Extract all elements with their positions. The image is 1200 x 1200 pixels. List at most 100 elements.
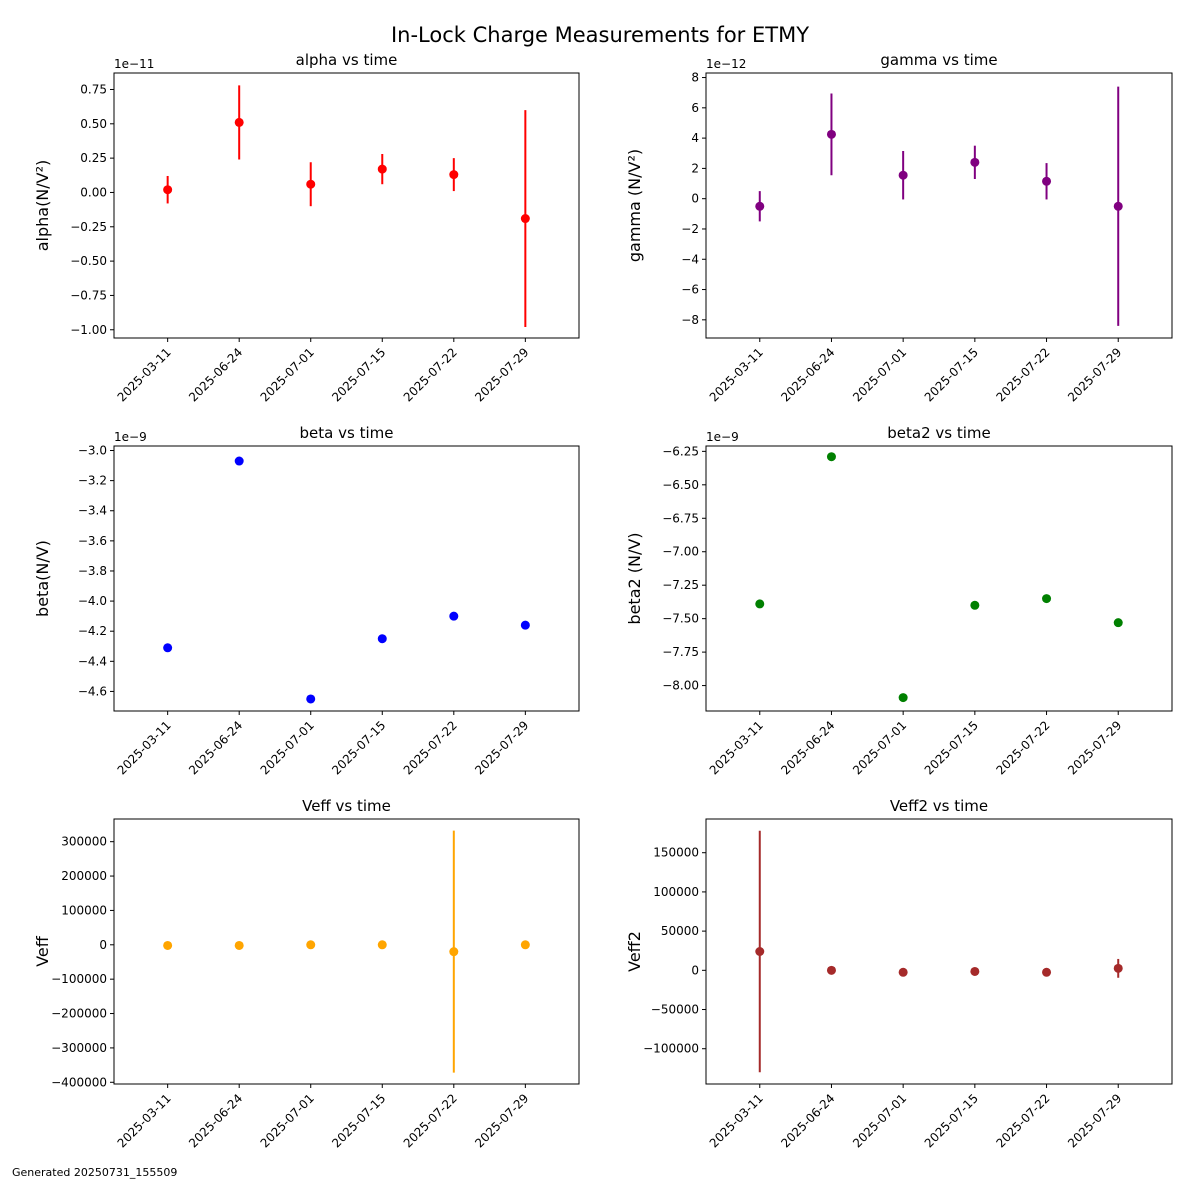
subplot-6: Veff2 vs time −100000 −50000 0 50000 100000 15…: [625, 797, 1173, 1150]
y-tick-label: −7.00: [662, 545, 699, 559]
data-point: [1113, 201, 1123, 211]
data-point: [1042, 176, 1052, 186]
data-point: [163, 643, 173, 653]
data-point: [826, 129, 836, 139]
subplot-3: beta vs time 1e−9 −4.6 −4.4 −4.2 −4.0 −3.8 −3.6…: [33, 424, 580, 777]
y-tick-label: −300000: [51, 1041, 107, 1055]
y-tick-label: 0.00: [80, 185, 107, 199]
x-tick-label: 2025-03-11: [707, 1091, 766, 1150]
axes-frame: [705, 445, 1173, 712]
x-tick-label: 2025-07-15: [922, 718, 981, 777]
data-point: [755, 947, 765, 956]
y-tick-label: −8: [681, 313, 699, 327]
subplot-title: alpha vs time: [296, 51, 398, 69]
y-tick-label: −200000: [51, 1007, 107, 1021]
subplot-title: beta2 vs time: [887, 424, 990, 442]
x-tick-label: 2025-07-29: [1065, 345, 1124, 404]
data-point: [520, 940, 530, 950]
data-point: [234, 117, 244, 127]
x-tick-label: 2025-07-29: [472, 718, 531, 777]
axes-frame: [113, 72, 580, 339]
x-tick-label: 2025-07-22: [401, 345, 460, 404]
x-tick-label: 2025-07-01: [258, 1091, 317, 1150]
axes-frame: [705, 72, 1173, 339]
y-axis-label: Veff2: [625, 931, 644, 972]
x-tick-label: 2025-07-01: [258, 718, 317, 777]
subplot-4: beta2 vs time 1e−9 −8.00 −7.75 −7.50 −7.25 −7.…: [625, 424, 1173, 777]
data-point: [898, 693, 908, 703]
y-tick-label: −100000: [51, 972, 107, 986]
axes-frame: [113, 445, 580, 712]
y-tick-label: 6: [691, 101, 699, 115]
data-point: [449, 170, 459, 180]
y-tick-label: −6.25: [662, 444, 699, 458]
x-tick-label: 2025-07-29: [472, 345, 531, 404]
y-tick-label: −3.6: [78, 534, 107, 548]
y-tick-label: −3.8: [78, 564, 107, 578]
y-tick-label: −0.50: [70, 254, 107, 268]
x-tick-label: 2025-06-24: [778, 718, 837, 777]
data-point: [1042, 594, 1052, 604]
x-tick-label: 2025-07-22: [401, 718, 460, 777]
y-tick-label: 0: [691, 963, 699, 977]
y-tick-label: −0.25: [70, 220, 107, 234]
y-tick-label: −6: [681, 283, 699, 297]
y-tick-label: −400000: [51, 1075, 107, 1089]
subplot-5: Veff vs time −400000 −300000 −200000 −100000…: [33, 797, 580, 1150]
data-point: [1113, 963, 1123, 973]
axes-frame: [113, 818, 580, 1085]
y-axis-label: alpha(N/V²): [33, 160, 52, 252]
y-tick-label: −4: [681, 252, 699, 266]
data-point: [234, 940, 244, 950]
data-point: [377, 164, 387, 174]
data-point: [306, 940, 316, 950]
y-tick-label: −0.75: [70, 288, 107, 302]
x-tick-label: 2025-03-11: [115, 718, 174, 777]
y-tick-label: −6.50: [662, 478, 699, 492]
x-tick-label: 2025-07-22: [993, 718, 1052, 777]
x-tick-label: 2025-03-11: [707, 718, 766, 777]
y-tick-label: −4.6: [78, 684, 107, 698]
data-point: [377, 634, 387, 644]
x-tick-label: 2025-03-11: [707, 345, 766, 404]
y-tick-label: 100000: [61, 903, 107, 917]
data-point: [306, 694, 316, 704]
subplot-title: gamma vs time: [880, 51, 997, 69]
data-point: [898, 170, 908, 180]
x-tick-label: 2025-07-15: [329, 718, 388, 777]
x-tick-label: 2025-07-22: [401, 1091, 460, 1150]
data-point: [234, 456, 244, 466]
data-point: [826, 452, 836, 462]
data-point: [449, 611, 459, 621]
data-point: [520, 620, 530, 630]
data-point: [755, 599, 765, 609]
y-tick-label: 2: [691, 161, 699, 175]
x-tick-label: 2025-06-24: [778, 1091, 837, 1150]
data-point: [898, 967, 908, 977]
y-offset-label: 1e−9: [114, 430, 147, 444]
subplot-title: Veff2 vs time: [890, 797, 988, 815]
subplot-title: Veff vs time: [302, 797, 391, 815]
y-tick-label: 50000: [661, 924, 699, 938]
x-tick-label: 2025-07-15: [329, 1091, 388, 1150]
y-offset-label: 1e−12: [706, 57, 746, 71]
x-tick-label: 2025-07-01: [850, 1091, 909, 1150]
x-tick-label: 2025-07-22: [993, 1091, 1052, 1150]
y-tick-label: −3.4: [78, 504, 107, 518]
data-point: [163, 185, 173, 195]
data-point: [520, 214, 530, 224]
data-point: [163, 940, 173, 950]
x-tick-label: 2025-07-15: [922, 1091, 981, 1150]
y-axis-label: gamma (N/V²): [625, 149, 644, 262]
y-tick-label: 100000: [653, 885, 699, 899]
data-point: [1113, 618, 1123, 628]
x-tick-label: 2025-06-24: [186, 345, 245, 404]
y-tick-label: 0.50: [80, 117, 107, 131]
y-axis-label: beta2 (N/V): [625, 532, 644, 624]
y-tick-label: 8: [691, 71, 699, 85]
y-offset-label: 1e−9: [706, 430, 739, 444]
x-tick-label: 2025-07-29: [1065, 718, 1124, 777]
y-tick-label: −4.2: [78, 624, 107, 638]
x-tick-label: 2025-06-24: [778, 345, 837, 404]
